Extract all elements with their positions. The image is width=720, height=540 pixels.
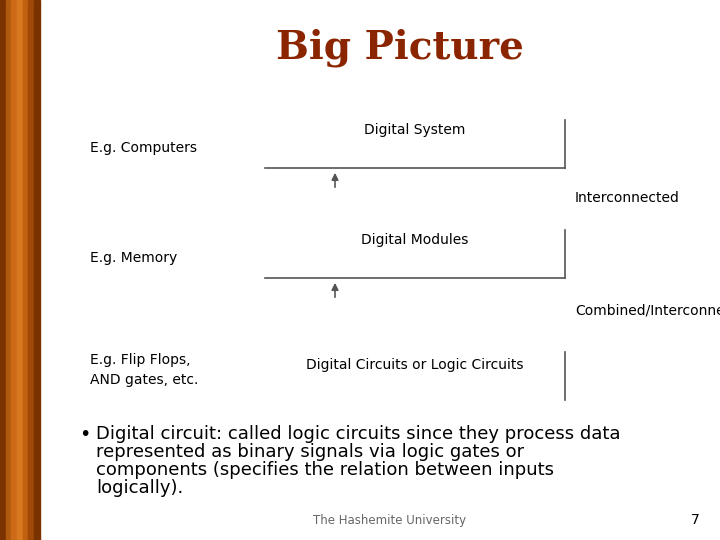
Text: represented as binary signals via logic gates or: represented as binary signals via logic … [96, 443, 524, 461]
Text: The Hashemite University: The Hashemite University [313, 514, 467, 527]
Bar [6, 0, 12, 540]
Text: Digital circuit: called logic circuits since they process data: Digital circuit: called logic circuits s… [96, 425, 621, 443]
Text: Digital System: Digital System [364, 123, 466, 137]
Bar [34, 0, 40, 540]
Bar [17, 0, 22, 540]
Text: Digital Modules: Digital Modules [361, 233, 469, 247]
Text: 7: 7 [691, 513, 700, 527]
Text: E.g. Flip Flops,
AND gates, etc.: E.g. Flip Flops, AND gates, etc. [90, 353, 199, 387]
Bar [22, 0, 28, 540]
Bar [12, 0, 17, 540]
Text: Digital Circuits or Logic Circuits: Digital Circuits or Logic Circuits [306, 358, 523, 372]
Text: components (specifies the relation between inputs: components (specifies the relation betwe… [96, 461, 554, 479]
Text: Combined/Interconnected: Combined/Interconnected [575, 303, 720, 317]
Bar [0, 0, 6, 540]
Text: E.g. Computers: E.g. Computers [90, 141, 197, 155]
Text: Interconnected: Interconnected [575, 191, 680, 205]
Bar [28, 0, 34, 540]
Text: Big Picture: Big Picture [276, 29, 524, 68]
Text: logically).: logically). [96, 479, 184, 497]
Text: •: • [79, 425, 91, 444]
Text: E.g. Memory: E.g. Memory [90, 251, 177, 265]
